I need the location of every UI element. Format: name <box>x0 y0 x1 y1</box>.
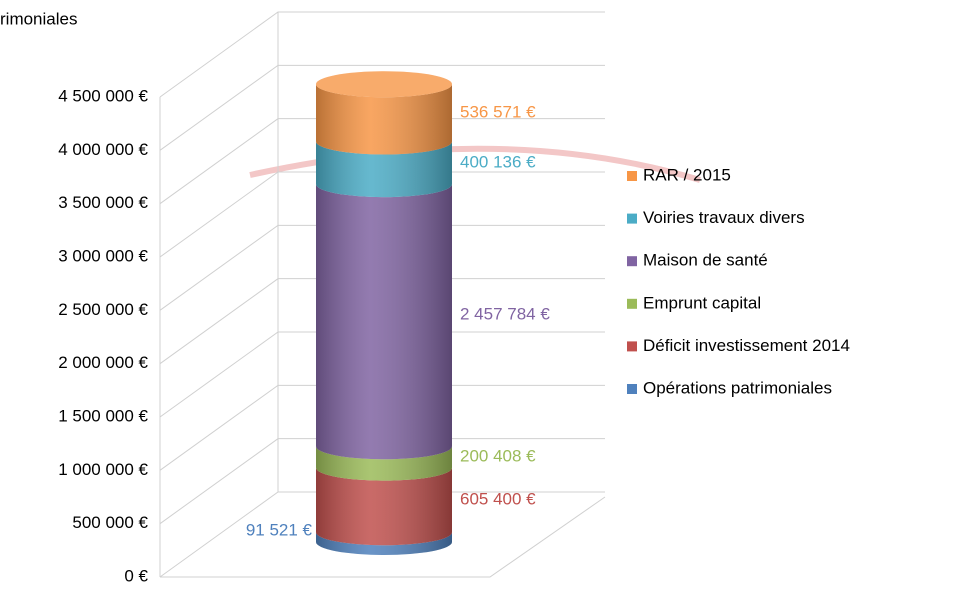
y-tick-label: 4 500 000 € <box>58 86 148 105</box>
y-tick-label: 500 000 € <box>72 513 148 532</box>
value-label: 2 457 784 € <box>460 305 550 324</box>
y-tick-label: 1 000 000 € <box>58 460 148 479</box>
grid-line <box>159 278 605 365</box>
shading <box>316 532 452 555</box>
legend-label: Voiries travaux divers <box>643 208 805 227</box>
grid-line <box>159 224 605 311</box>
grid-line <box>159 118 605 205</box>
value-label: 536 571 € <box>460 102 536 121</box>
value-label: 200 408 € <box>460 446 536 465</box>
grid-line <box>159 64 605 151</box>
y-tick-label: 2 500 000 € <box>58 300 148 319</box>
y-tick-label: 2 000 000 € <box>58 353 148 372</box>
value-label: 605 400 € <box>460 489 536 508</box>
grid-line <box>159 384 605 471</box>
grid-line <box>159 331 605 418</box>
legend-swatch <box>627 256 637 267</box>
legend-label: Déficit investissement 2014 <box>643 336 850 355</box>
shading <box>316 446 452 481</box>
value-label: 91 521 € <box>246 521 313 540</box>
legend-swatch <box>627 298 637 309</box>
chart-title: rimoniales <box>0 9 77 28</box>
grid-line <box>159 11 605 98</box>
grid-line <box>159 491 605 578</box>
shading <box>316 84 452 155</box>
y-tick-label: 4 000 000 € <box>58 140 148 159</box>
legend-swatch <box>627 341 637 352</box>
shading <box>316 184 452 460</box>
y-tick-label: 0 € <box>124 566 148 585</box>
legend-swatch <box>627 213 637 224</box>
legend-label: Opérations patrimoniales <box>643 378 832 397</box>
legend-swatch <box>627 384 637 394</box>
shading <box>316 141 452 198</box>
shading <box>316 467 452 546</box>
legend-label: Maison de santé <box>643 251 768 270</box>
y-tick-label: 3 500 000 € <box>58 193 148 212</box>
value-label: 400 136 € <box>460 152 536 171</box>
legend-label: RAR / 2015 <box>643 165 731 184</box>
shading <box>316 71 452 98</box>
grid-line <box>159 438 605 525</box>
floor <box>160 496 606 578</box>
y-tick-label: 3 000 000 € <box>58 246 148 265</box>
legend-swatch <box>627 171 637 181</box>
cylinder-top <box>316 71 452 98</box>
legend-label: Emprunt capital <box>643 293 761 312</box>
grid-line <box>159 171 605 258</box>
y-tick-label: 1 500 000 € <box>58 406 148 425</box>
